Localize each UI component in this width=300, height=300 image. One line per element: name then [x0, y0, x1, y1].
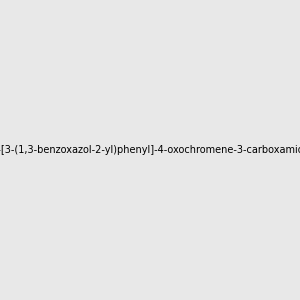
Text: N-[3-(1,3-benzoxazol-2-yl)phenyl]-4-oxochromene-3-carboxamide: N-[3-(1,3-benzoxazol-2-yl)phenyl]-4-oxoc…	[0, 145, 300, 155]
